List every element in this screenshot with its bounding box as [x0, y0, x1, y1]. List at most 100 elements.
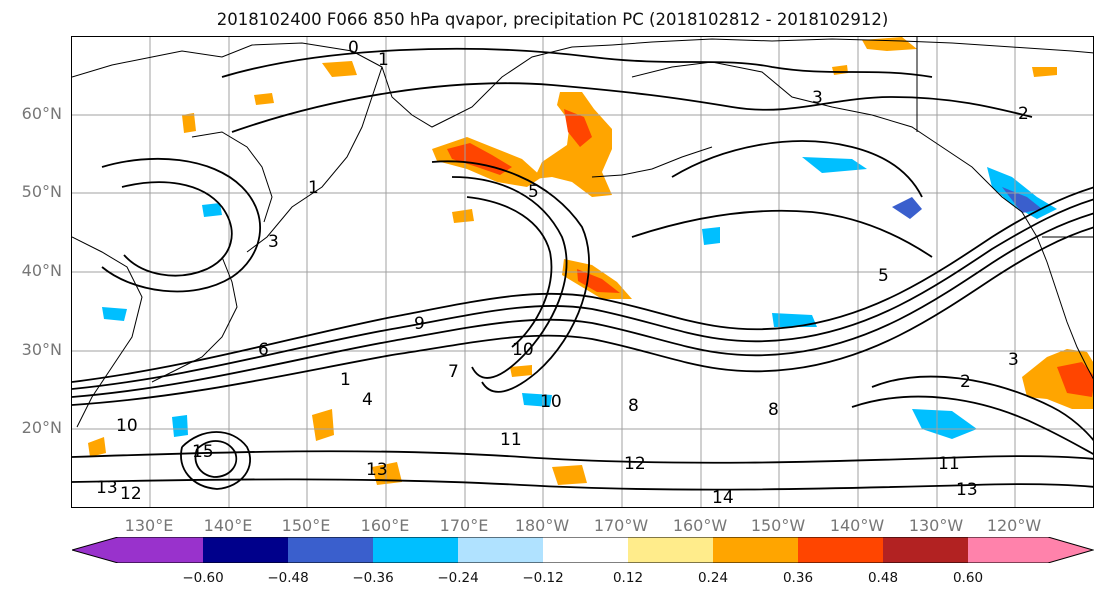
- lat-label-20: 20°N: [21, 418, 62, 437]
- contour-label: 10: [116, 416, 138, 436]
- contour-jet-4: [72, 226, 1093, 406]
- precip-blue-small-4: [772, 313, 817, 327]
- contour-label: 9: [414, 314, 425, 334]
- colorbar-segment: [968, 537, 1093, 563]
- contour-jet-3: [72, 212, 1093, 398]
- coast-alaska: [631, 61, 1023, 213]
- lat-label-30: 30°N: [21, 340, 62, 359]
- precip-patch-small-5: [312, 409, 334, 441]
- precip-patch-small-10: [832, 65, 848, 75]
- lon-label-160w: 160°W: [672, 516, 728, 535]
- contour-west-cyclone: [101, 157, 261, 293]
- precip-patch-small-4: [452, 209, 474, 223]
- qvapor-contours: [72, 47, 1093, 491]
- precip-patch-small-8: [182, 113, 196, 133]
- contour-label: 15: [192, 442, 214, 462]
- colorbar-segment: [458, 537, 543, 563]
- precip-patch-small-1: [322, 61, 357, 77]
- colorbar-tick-label: 0.24: [697, 570, 729, 586]
- contour-label: 2: [1018, 104, 1029, 124]
- contour-label: 13: [366, 460, 388, 480]
- map-title: 2018102400 F066 850 hPa qvapor, precipit…: [216, 10, 889, 29]
- colorbar-segment: [883, 537, 968, 563]
- contour-label: 10: [512, 340, 534, 360]
- precip-patch-small-11: [1032, 67, 1057, 77]
- colorbar-tick-label: 0.36: [782, 570, 814, 586]
- contour-label: 8: [628, 396, 639, 416]
- contour-south-1: [72, 450, 1093, 464]
- contour-label: 3: [1008, 350, 1019, 370]
- coast-okhotsk: [191, 131, 273, 223]
- contour-label: 3: [812, 88, 823, 108]
- colorbar-tick-label: 0.60: [952, 570, 984, 586]
- contour-eddy-1: [180, 431, 252, 490]
- lon-label-130w: 130°W: [908, 516, 964, 535]
- contour-label: 1: [340, 370, 351, 390]
- contour-label: 3: [268, 232, 279, 252]
- precip-blue-small-2: [202, 203, 222, 217]
- contour-tongue-3: [466, 196, 553, 348]
- precip-blue-small-3: [102, 307, 127, 321]
- colorbar-tick-label: −0.60: [182, 570, 224, 586]
- precip-blue-hawaii: [912, 409, 977, 439]
- contour-label: 7: [448, 362, 459, 382]
- colorbar-segment: [288, 537, 373, 563]
- colorbar-tick-label: 0.12: [612, 570, 644, 586]
- contour-label: 13: [96, 478, 118, 498]
- colorbar-segment: [203, 537, 288, 563]
- lon-label-170w: 170°W: [593, 516, 649, 535]
- colorbar-segment: [628, 537, 713, 563]
- contour-label: 0: [348, 38, 359, 58]
- lon-label-140w: 140°W: [829, 516, 885, 535]
- contour-label: 12: [120, 484, 142, 504]
- contour-west-cyclone-2: [121, 181, 233, 277]
- coast-siberia: [72, 42, 613, 128]
- contour-mid-2: [671, 140, 923, 198]
- contour-labels: 0 1 3 2 1 3 5 6 9 10 10 7 8 1 11 12 13 1…: [96, 38, 1029, 507]
- contour-label: 10: [540, 392, 562, 412]
- graticule: [72, 37, 1093, 507]
- lat-label-60: 60°N: [21, 104, 62, 123]
- contour-label: 1: [308, 178, 319, 198]
- precip-blue-small-1: [802, 157, 867, 173]
- colorbar-tick-label: −0.24: [437, 570, 479, 586]
- contour-label: 11: [938, 454, 960, 474]
- lat-label-50: 50°N: [21, 182, 62, 201]
- precip-patch-west-coast-core: [1057, 362, 1093, 397]
- contour-label: 1: [378, 50, 389, 70]
- contour-label: 12: [624, 454, 646, 474]
- contour-label: 2: [960, 372, 971, 392]
- coast-na-west: [1021, 211, 1093, 380]
- contour-tongue-2: [431, 160, 590, 393]
- lat-label-40: 40°N: [21, 261, 62, 280]
- precip-patch-small-7: [254, 93, 274, 105]
- contour-label: 13: [956, 480, 978, 500]
- precip-blue-small-5: [522, 393, 552, 407]
- precip-patch-small-3: [552, 465, 587, 485]
- contour-hawaii-2: [851, 395, 1093, 455]
- colorbar-tick-label: −0.36: [352, 570, 394, 586]
- colorbar-segment: [72, 537, 203, 563]
- lon-label-180w: 180°W: [514, 516, 570, 535]
- contour-label: 5: [878, 266, 889, 286]
- contour-eddy-2: [194, 440, 238, 478]
- precip-blue-small-6: [172, 415, 188, 437]
- precip-patch-alaska: [862, 37, 917, 51]
- lon-label-130e: 130°E: [124, 516, 174, 535]
- precip-patch-small-9: [88, 437, 106, 457]
- coast-aleutians: [591, 146, 713, 178]
- contour-jet-2: [72, 198, 1093, 390]
- colorbar-tick-label: −0.48: [267, 570, 309, 586]
- coast-alaska-north: [611, 38, 1093, 54]
- lon-label-160e: 160°E: [360, 516, 410, 535]
- coast-asia-mainland: [72, 236, 143, 428]
- contour-label: 11: [500, 430, 522, 450]
- colorbar-segment: [543, 537, 628, 563]
- lon-label-150e: 150°E: [281, 516, 331, 535]
- precip-blue-gulf-alaska: [892, 197, 922, 219]
- contour-tongue-1: [451, 176, 568, 379]
- lon-label-170e: 170°E: [439, 516, 489, 535]
- contour-1-north: [231, 82, 1033, 133]
- precip-patch-bering: [534, 92, 612, 197]
- colorbar-tick-label: 0.48: [867, 570, 899, 586]
